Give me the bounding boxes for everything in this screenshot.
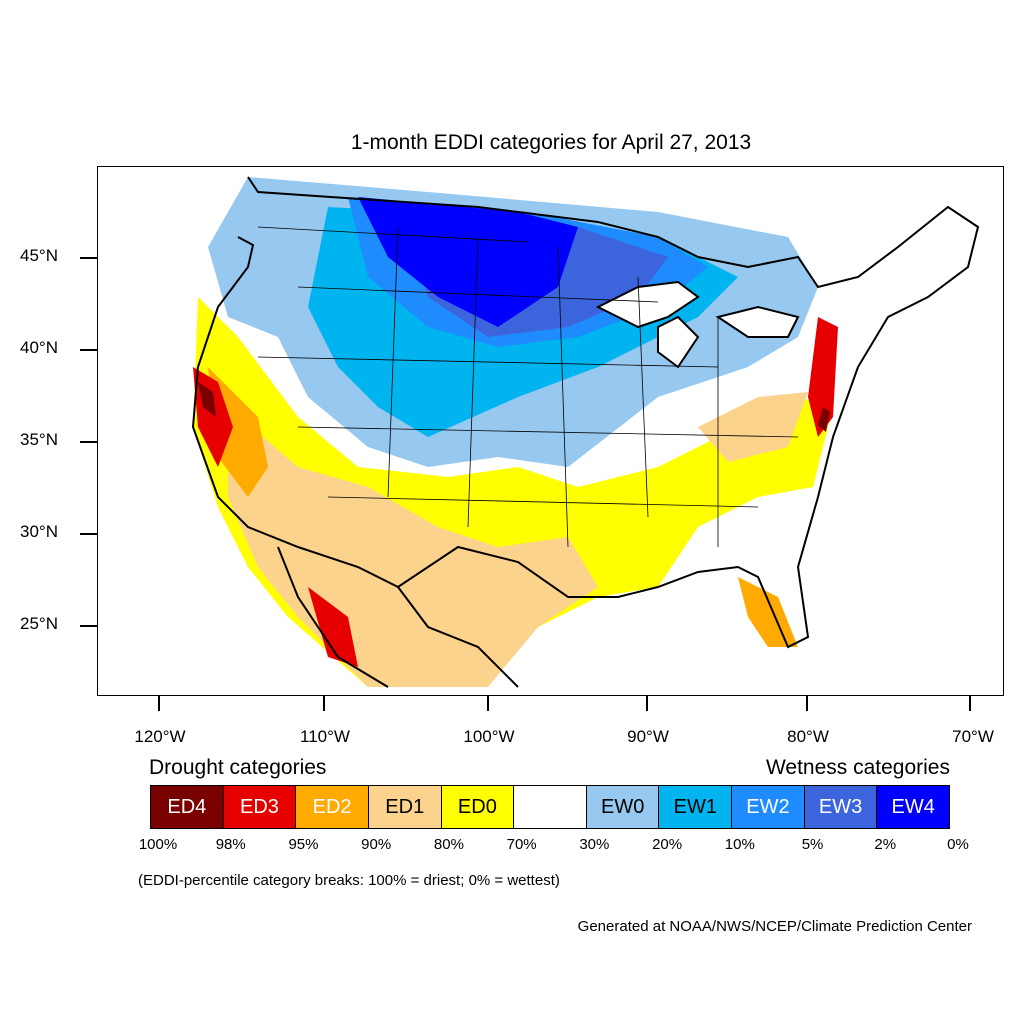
category-colorbar: ED4 ED3 ED2 ED1 ED0 EW0 EW1 EW2 EW3 EW4 bbox=[150, 785, 950, 829]
lat-tick bbox=[80, 257, 97, 259]
legend-swatch-ed1: ED1 bbox=[368, 786, 442, 828]
lon-label-90w: 90°W bbox=[627, 727, 669, 746]
lat-label-35: 35°N bbox=[20, 430, 58, 449]
legend-swatch-ed2: ED2 bbox=[296, 786, 369, 828]
lon-label-110w: 110°W bbox=[300, 727, 350, 746]
break-label: 90% bbox=[361, 836, 392, 853]
region-ew4 bbox=[358, 197, 578, 327]
legend-swatch-neutral bbox=[514, 786, 587, 828]
map-panel bbox=[97, 166, 1004, 696]
lon-tick bbox=[969, 696, 971, 711]
region-ed2-fl bbox=[738, 577, 798, 647]
lon-label-100w: 100°W bbox=[463, 727, 515, 746]
legend-swatch-ed4: ED4 bbox=[151, 786, 224, 828]
break-label: 95% bbox=[288, 836, 319, 853]
break-label: 30% bbox=[579, 836, 610, 853]
lat-tick bbox=[80, 349, 97, 351]
lon-tick bbox=[806, 696, 808, 711]
credit-line: Generated at NOAA/NWS/NCEP/Climate Predi… bbox=[577, 918, 972, 935]
lat-tick bbox=[80, 441, 97, 443]
break-label: 70% bbox=[506, 836, 537, 853]
region-ed4-ca bbox=[198, 382, 216, 417]
break-label: 2% bbox=[874, 836, 897, 853]
break-label: 100% bbox=[138, 836, 178, 853]
region-ed3-ne bbox=[808, 317, 838, 437]
lat-label-30: 30°N bbox=[20, 522, 58, 541]
great-lakes bbox=[595, 280, 800, 369]
legend-swatch-ew2: EW2 bbox=[732, 786, 805, 828]
map-title: 1-month EDDI categories for April 27, 20… bbox=[350, 131, 752, 154]
lat-label-45: 45°N bbox=[20, 246, 58, 265]
lon-tick bbox=[158, 696, 160, 711]
wetness-legend-heading: Wetness categories bbox=[765, 756, 950, 779]
us-outline bbox=[191, 176, 980, 649]
break-label: 5% bbox=[801, 836, 824, 853]
region-ed3-mx bbox=[308, 587, 358, 667]
lat-label-25: 25°N bbox=[20, 614, 58, 633]
lat-tick bbox=[80, 625, 97, 627]
lon-label-80w: 80°W bbox=[787, 727, 829, 746]
state-lines bbox=[257, 226, 799, 548]
legend-swatch-ed3: ED3 bbox=[223, 786, 297, 828]
break-label: 98% bbox=[215, 836, 246, 853]
eddi-map bbox=[191, 176, 980, 688]
lon-tick bbox=[646, 696, 648, 711]
lon-label-70w: 70°W bbox=[952, 727, 994, 746]
mexico-outline bbox=[277, 546, 519, 688]
lon-label-120w: 120°W bbox=[134, 727, 186, 746]
legend-swatch-ew0: EW0 bbox=[586, 786, 660, 828]
legend-swatch-ew4: EW4 bbox=[877, 786, 950, 828]
break-label: 0% bbox=[947, 836, 969, 853]
lon-tick bbox=[487, 696, 489, 711]
category-note: (EDDI-percentile category breaks: 100% =… bbox=[138, 872, 560, 889]
break-label: 80% bbox=[433, 836, 464, 853]
lat-label-40: 40°N bbox=[20, 338, 58, 357]
legend-swatch-ed0: ED0 bbox=[441, 786, 515, 828]
region-ed4-ne bbox=[818, 407, 830, 432]
break-label: 10% bbox=[724, 836, 755, 853]
break-label: 20% bbox=[652, 836, 683, 853]
legend-swatch-ew1: EW1 bbox=[659, 786, 733, 828]
lat-tick bbox=[80, 533, 97, 535]
legend-swatch-ew3: EW3 bbox=[804, 786, 878, 828]
lon-tick bbox=[323, 696, 325, 711]
drought-legend-heading: Drought categories bbox=[149, 756, 327, 779]
region-ed1-east bbox=[698, 392, 808, 462]
